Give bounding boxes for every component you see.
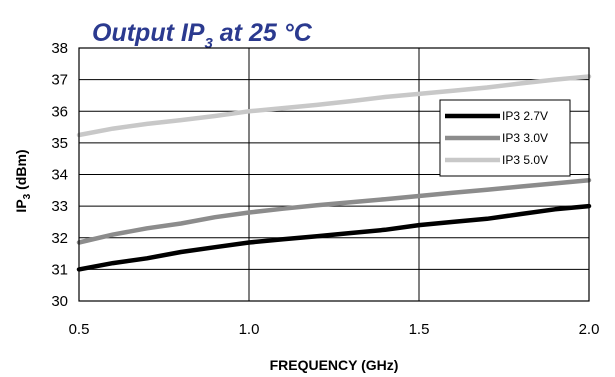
legend-label: IP3 5.0V	[502, 153, 548, 167]
x-tick-label: 1.5	[409, 321, 430, 338]
y-tick-label: 38	[51, 40, 68, 57]
y-axis-ticks: 30 31 32 33 34 35 36 37 38	[51, 40, 68, 310]
y-tick-label: 35	[51, 135, 68, 152]
series-line	[76, 203, 592, 272]
y-tick-label: 34	[51, 167, 68, 184]
x-axis-label: FREQUENCY (GHz)	[270, 357, 399, 373]
y-tick-label: 31	[51, 261, 68, 278]
y-tick-label: 32	[51, 230, 68, 247]
plot-area-frame	[78, 47, 590, 302]
x-axis-ticks: 0.5 1.0 1.5 2.0	[69, 321, 600, 338]
legend-label: IP3 3.0V	[502, 131, 548, 145]
x-tick-label: 1.0	[239, 321, 260, 338]
y-tick-label: 33	[51, 198, 68, 215]
x-tick-label: 0.5	[69, 321, 90, 338]
y-tick-label: 37	[51, 72, 68, 89]
series-lines	[76, 74, 592, 272]
y-tick-label: 30	[51, 293, 68, 310]
x-tick-label: 2.0	[579, 321, 600, 338]
y-tick-label: 36	[51, 103, 68, 120]
legend-label: IP3 2.7V	[502, 109, 548, 123]
series-line	[76, 74, 592, 138]
chart-title: Output IP3 at 25 °C	[92, 19, 313, 52]
series-line	[76, 177, 592, 245]
legend: IP3 2.7V IP3 3.0V IP3 5.0V	[439, 99, 571, 177]
y-axis-label: IP3 (dBm)	[13, 149, 33, 212]
